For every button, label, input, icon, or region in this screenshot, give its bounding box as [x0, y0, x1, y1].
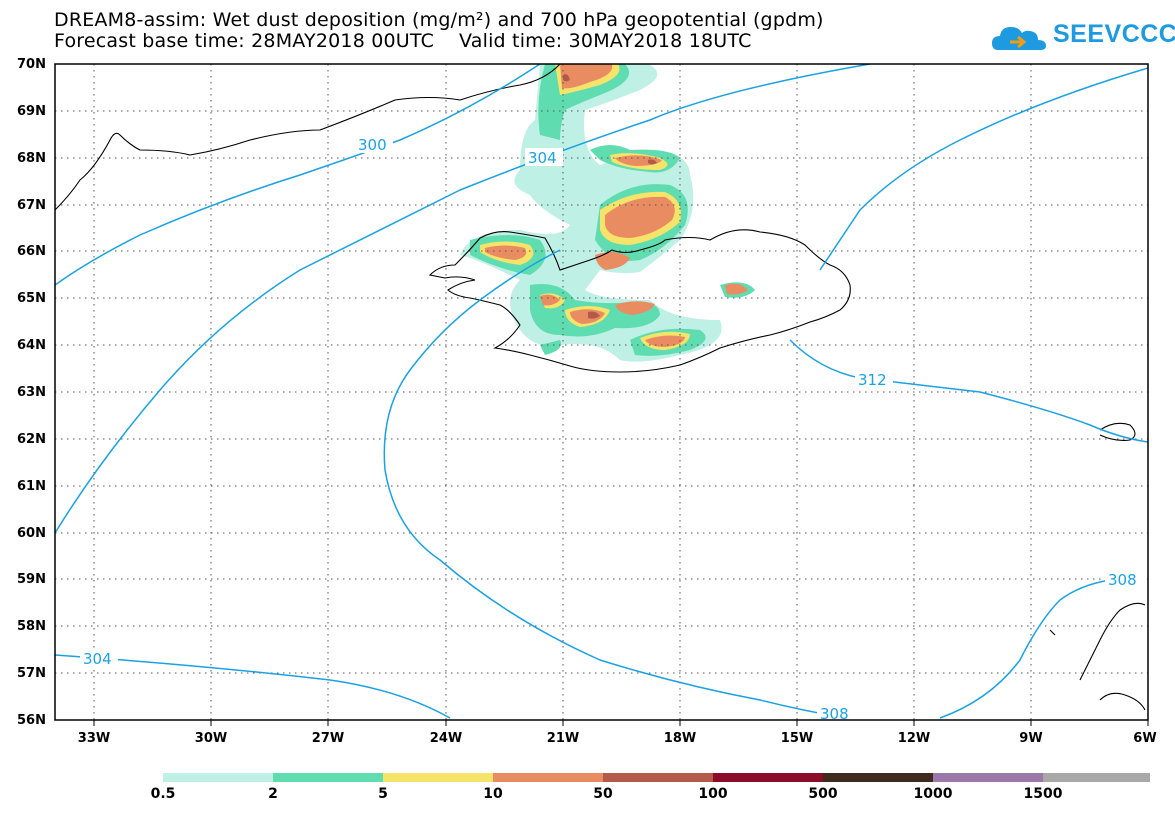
lat-label: 67N [17, 198, 46, 213]
contour-label: 304 [83, 650, 112, 668]
lat-label: 61N [17, 479, 46, 494]
lat-label: 59N [17, 572, 46, 587]
colorbar-segment [933, 773, 1043, 782]
colorbar-label: 50 [593, 786, 613, 802]
logo-text: SEEVCCC [1053, 20, 1175, 48]
colorbar-segment [823, 773, 933, 782]
lat-label: 57N [17, 666, 46, 681]
lat-label: 62N [17, 432, 46, 447]
contour-label: 300 [358, 136, 387, 154]
lon-label: 6W [1133, 731, 1157, 746]
lon-label: 27W [311, 731, 345, 746]
colorbar-label: 2 [268, 786, 278, 802]
lon-label: 9W [1019, 731, 1043, 746]
colorbar-segment [493, 773, 603, 782]
colorbar-segment [713, 773, 823, 782]
contour-label: 304 [528, 149, 557, 167]
map-frame [54, 63, 1149, 721]
geopotential-contours [55, 64, 1148, 719]
cloud-icon [992, 27, 1046, 50]
lat-label: 66N [17, 244, 46, 259]
dust-deposition-field [460, 64, 755, 362]
lat-label: 58N [17, 619, 46, 634]
chart-title: DREAM8-assim: Wet dust deposition (mg/m²… [54, 9, 824, 31]
lon-label: 21W [546, 731, 580, 746]
contour-label: 308 [1108, 571, 1137, 589]
colorbar [163, 773, 1150, 782]
colorbar-label: 100 [698, 786, 728, 802]
colorbar-segment [383, 773, 493, 782]
lat-label: 65N [17, 291, 46, 306]
colorbar-label: 1500 [1023, 786, 1063, 802]
contour-label: 308 [820, 705, 849, 723]
colorbar-segment [603, 773, 713, 782]
lon-label: 18W [663, 731, 697, 746]
colorbar-label: 1000 [913, 786, 953, 802]
colorbar-segment [1043, 773, 1150, 782]
contour-label: 312 [858, 371, 887, 389]
lat-label: 63N [17, 385, 46, 400]
gridlines [55, 64, 1148, 720]
lat-label: 69N [17, 104, 46, 119]
colorbar-label: 500 [808, 786, 838, 802]
colorbar-segment [163, 773, 273, 782]
axis-ticks [93, 720, 1149, 726]
lon-label: 15W [780, 731, 814, 746]
lat-label: 56N [17, 713, 46, 728]
coastlines [55, 64, 1146, 711]
lat-label: 68N [17, 151, 46, 166]
lat-label: 60N [17, 526, 46, 541]
lon-label: 12W [897, 731, 931, 746]
chart-subtitle: Forecast base time: 28MAY2018 00UTC Vali… [54, 30, 752, 52]
lon-label: 33W [77, 731, 111, 746]
lat-label: 64N [17, 338, 46, 353]
colorbar-label: 0.5 [150, 786, 176, 802]
contour-labels: 300 304 312 308 304 308 [80, 135, 1143, 723]
colorbar-label: 10 [483, 786, 503, 802]
lon-label: 24W [429, 731, 463, 746]
colorbar-segment [273, 773, 383, 782]
colorbar-label: 5 [378, 786, 388, 802]
lon-label: 30W [194, 731, 228, 746]
lat-label: 70N [17, 57, 46, 72]
